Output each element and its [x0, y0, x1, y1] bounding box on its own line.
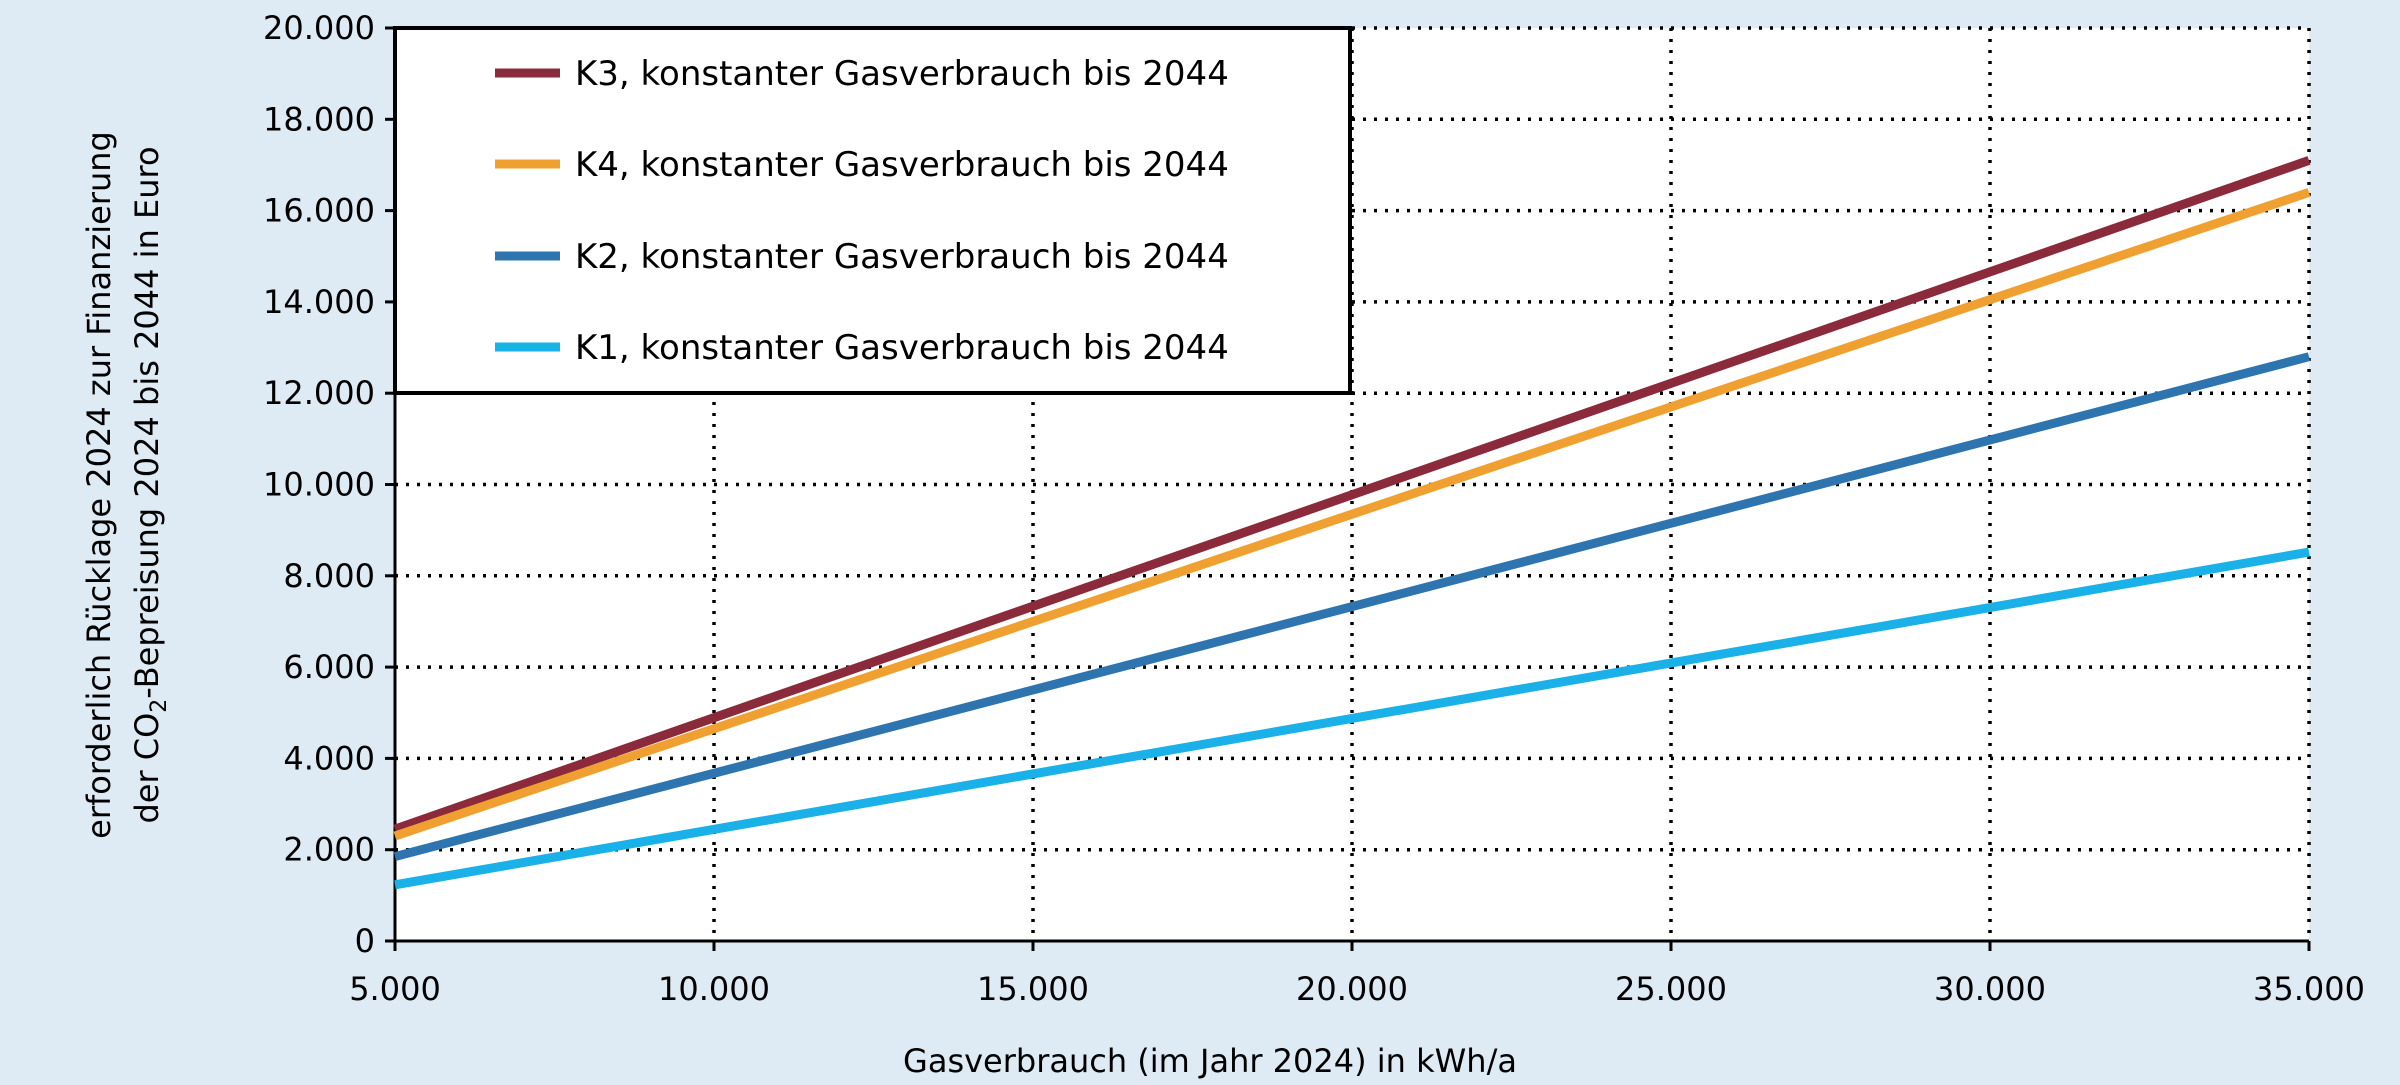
legend-label: K4, konstanter Gasverbrauch bis 2044 [575, 145, 1229, 185]
series-line [394, 547, 2310, 890]
y-tick-label: 10.000 [263, 466, 375, 504]
y-tick-label: 6.000 [283, 648, 375, 686]
y-axis-title-subscript: 2 [147, 699, 172, 713]
x-tick-label: 15.000 [977, 970, 1089, 1008]
x-tick-label: 35.000 [2253, 970, 2365, 1008]
y-tick-label: 2.000 [283, 831, 375, 869]
legend-box [393, 26, 1352, 395]
y-axis-title: erforderlich Rücklage 2024 zur Finanzier… [80, 131, 172, 839]
x-tick-label: 20.000 [1296, 970, 1408, 1008]
series-line [393, 156, 2311, 834]
legend: K3, konstanter Gasverbrauch bis 2044 K4, … [393, 26, 1352, 395]
x-axis-title: Gasverbrauch (im Jahr 2024) in kWh/a [903, 1042, 1517, 1080]
y-axis-title-suffix: -Bepreisung 2024 bis 2044 in Euro [128, 146, 166, 698]
y-axis-title-prefix: der CO [128, 713, 166, 824]
x-tick-label: 30.000 [1934, 970, 2046, 1008]
y-tick-label: 16.000 [263, 192, 375, 230]
y-tick-label: 0 [355, 922, 375, 960]
y-tick-label: 14.000 [263, 283, 375, 321]
x-tick-label: 25.000 [1615, 970, 1727, 1008]
legend-label: K1, konstanter Gasverbrauch bis 2044 [575, 328, 1229, 368]
x-tick-label: 5.000 [349, 970, 441, 1008]
y-axis-title-line1: erforderlich Rücklage 2024 zur Finanzier… [80, 131, 118, 839]
y-axis-title-line2: der CO2-Bepreisung 2024 bis 2044 in Euro [128, 146, 172, 823]
y-tick-label: 18.000 [263, 100, 375, 138]
x-tick-labels: 5.000 10.000 15.000 20.000 25.000 30.000 35.00… [349, 941, 2365, 1008]
legend-label: K2, konstanter Gasverbrauch bis 2044 [575, 237, 1229, 277]
legend-label: K3, konstanter Gasverbrauch bis 2044 [575, 54, 1229, 94]
y-tick-label: 4.000 [283, 739, 375, 777]
x-tick-label: 10.000 [658, 970, 770, 1008]
series-line [393, 352, 2311, 861]
y-tick-label: 12.000 [263, 374, 375, 412]
y-tick-label: 8.000 [283, 557, 375, 595]
series-lines [393, 156, 2311, 890]
y-tick-labels: 0 2.000 4.000 6.000 8.000 10.000 12.000 14.000 1… [263, 9, 395, 960]
series-line [393, 188, 2311, 841]
y-tick-label: 20.000 [263, 9, 375, 47]
